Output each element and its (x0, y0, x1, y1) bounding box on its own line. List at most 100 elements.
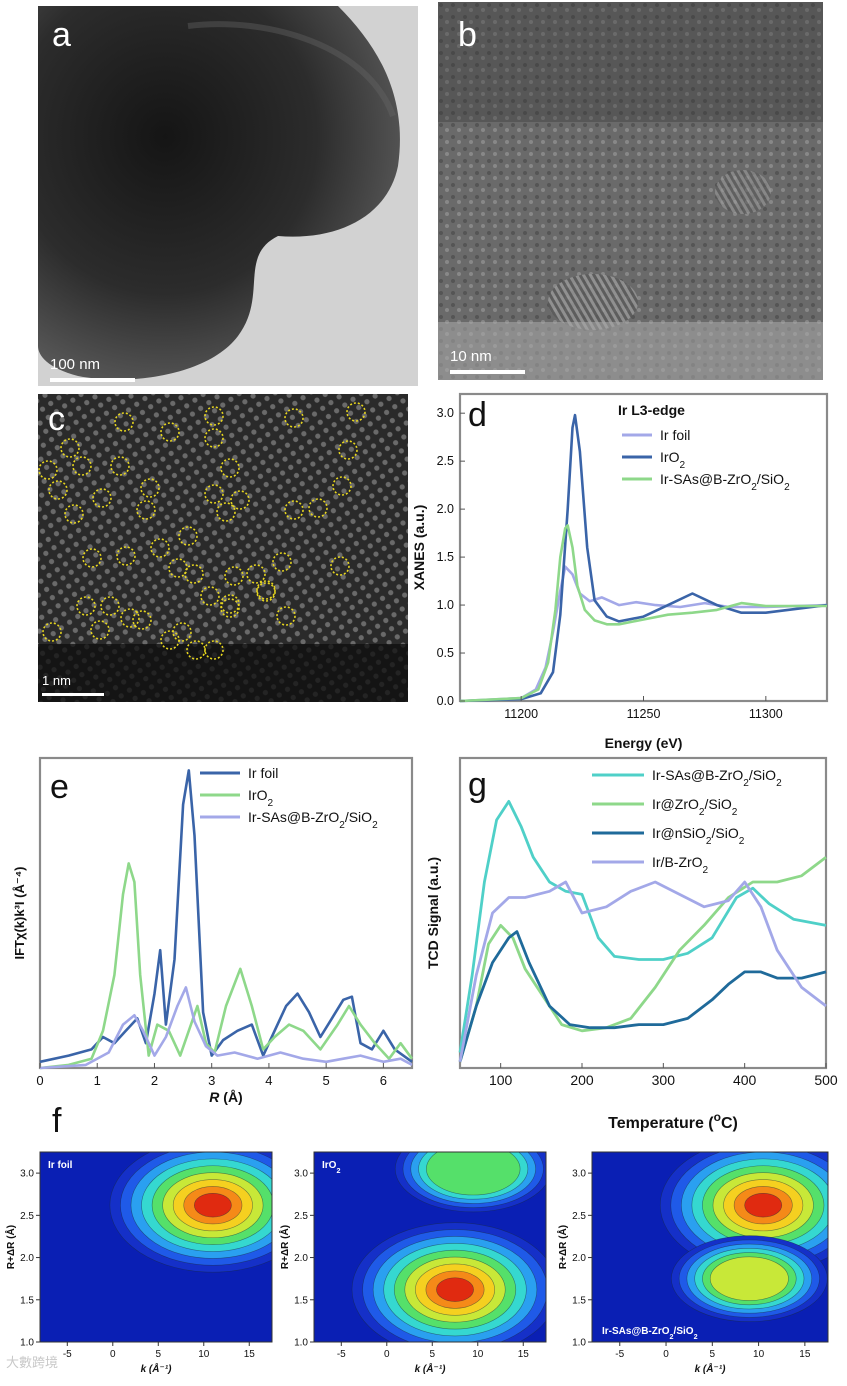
d-legend-label-0: Ir foil (660, 427, 690, 443)
f2-xtick-label-2: 5 (429, 1349, 435, 1360)
f2-xtick-label-3: 10 (472, 1349, 484, 1360)
d-ytick-label-3: 1.5 (437, 550, 454, 564)
haadf-atom-image (38, 394, 408, 702)
d-ytick-label-1: 0.5 (437, 646, 454, 660)
panel-g-tpr: 100 200 300 400 500 Ir-SAs@B-ZrO2/SiO2 Ir@ZrO2… (408, 750, 838, 1140)
f1-annotation: Ir foil (48, 1160, 73, 1171)
f2-ytick-label-1: 1.5 (294, 1295, 308, 1306)
f3-ylabel: R+ΔR (Å) (556, 1225, 569, 1269)
g-ylabel: TCD Signal (a.u.) (425, 857, 441, 969)
f3-peak-1-level-5 (709, 1256, 789, 1301)
f2-xtick-label-0: -5 (337, 1349, 346, 1360)
panel-a-tem-image: a 100 nm (38, 6, 418, 386)
d-ytick-label-5: 2.5 (437, 454, 454, 468)
g-legend-label-3: Ir/B-ZrO2 (652, 854, 709, 876)
f1-ylabel: R+ΔR (Å) (4, 1225, 17, 1269)
scale-text-a: 100 nm (50, 356, 101, 373)
panel-c-haadf-image: c 1 nm (38, 394, 408, 702)
g-series-2 (458, 930, 827, 1063)
e-legend-label-1: IrO2 (248, 787, 273, 809)
f3-frame (591, 1151, 829, 1343)
f2-ytick-label-3: 2.5 (294, 1211, 308, 1222)
scale-line-b (450, 370, 525, 374)
e-legend-label-2: Ir-SAs@B-ZrO2/SiO2 (248, 809, 378, 831)
e-xtick-label-4: 4 (265, 1073, 272, 1088)
tem-particle-illustration (38, 6, 418, 386)
g-xtick-label-3: 400 (733, 1072, 757, 1088)
f3-ytick-label-0: 1.0 (572, 1338, 586, 1349)
f1-ytick-label-0: 1.0 (20, 1338, 34, 1349)
f2-map-contours (351, 1152, 546, 1342)
g-xtick-label-4: 500 (814, 1072, 838, 1088)
f1-ytick-label-4: 3.0 (20, 1169, 34, 1180)
g-legend-label-2: Ir@nSiO2/SiO2 (652, 825, 745, 847)
g-legend-label-0: Ir-SAs@B-ZrO2/SiO2 (652, 767, 782, 789)
scale-bar-c: 1 nm (42, 672, 104, 696)
d-ylabel: XANES (a.u.) (411, 505, 427, 591)
f3-xtick-label-1: 0 (663, 1349, 669, 1360)
f2-peak-1-level-4 (426, 1152, 521, 1196)
f3-xtick-label-0: -5 (615, 1349, 624, 1360)
f1-map-contours (109, 1152, 272, 1273)
panel-label-a: a (52, 16, 71, 54)
watermark: 大數跨境 (6, 1355, 59, 1370)
f3-xtick-label-3: 10 (753, 1349, 765, 1360)
hrtem-texture (438, 2, 823, 380)
f3-ytick-label-1: 1.5 (572, 1295, 586, 1306)
panel-d-xanes: 11200 11250 11300 0.0 0.5 1.0 1.5 2.0 2.5 3.0 Ir L… (408, 390, 838, 762)
f2-ytick-label-2: 2.0 (294, 1253, 308, 1264)
f2-ylabel: R+ΔR (Å) (278, 1225, 291, 1269)
f2-xlabel: k (Å⁻¹) (415, 1362, 447, 1375)
scale-text-b: 10 nm (450, 348, 492, 365)
f2-frame (313, 1151, 547, 1343)
e-xlabel: R (Å) (209, 1089, 242, 1105)
f3-ytick-label-3: 2.5 (572, 1211, 586, 1222)
d-legend-label-2: Ir-SAs@B-ZrO2/SiO2 (660, 471, 790, 493)
e-xtick-label-6: 6 (380, 1073, 387, 1088)
f2-peak-0-level-8 (436, 1277, 474, 1302)
panel-label-b: b (458, 16, 477, 54)
g-xtick-label-1: 200 (570, 1072, 594, 1088)
d-ytick-label-0: 0.0 (437, 694, 454, 708)
e-xtick-label-1: 1 (94, 1073, 101, 1088)
f3-ytick-label-2: 2.0 (572, 1253, 586, 1264)
f1-xtick-label-3: 10 (198, 1349, 210, 1360)
e-legend-label-0: Ir foil (248, 765, 278, 781)
wavelet-transform-maps: -5 0 5 10 15 1.0 1.5 2.0 2.5 3.0 Ir foil k (Å⁻¹) R+Δ… (4, 1151, 829, 1375)
f2-xtick-label-1: 0 (384, 1349, 390, 1360)
f1-xtick-label-4: 15 (244, 1349, 256, 1360)
g-legend-label-1: Ir@ZrO2/SiO2 (652, 796, 738, 818)
e-ylabel: IFTχ(k)k³I (Å⁻⁴) (12, 867, 27, 960)
d-plot-frame (458, 392, 829, 703)
panel-label-c: c (48, 400, 65, 438)
f1-xtick-label-2: 5 (155, 1349, 161, 1360)
d-ytick-label-2: 1.0 (437, 598, 454, 612)
f1-ytick-label-3: 2.5 (20, 1211, 34, 1222)
xanes-chart: 11200 11250 11300 0.0 0.5 1.0 1.5 2.0 2.5 3.0 Ir L… (411, 392, 829, 751)
d-xtick-label-2: 11300 (749, 707, 783, 721)
g-xtick-label-0: 100 (489, 1072, 513, 1088)
g-series-3 (458, 880, 827, 1063)
f3-map-contours (659, 1152, 828, 1322)
e-series-1 (39, 862, 414, 1070)
d-xtick-label-1: 11250 (627, 707, 661, 721)
scale-bar-b: 10 nm (450, 348, 525, 374)
f1-frame (39, 1151, 273, 1343)
e-xtick-label-0: 0 (36, 1073, 43, 1088)
scale-line-c (42, 693, 104, 696)
panel-e-exafs: 0 1 2 3 4 5 6 Ir foil IrO2 Ir-SAs@B-ZrO2/SiO2 R (Å… (10, 750, 420, 1130)
e-xtick-label-2: 2 (151, 1073, 158, 1088)
panel-label-f: f (52, 1102, 62, 1140)
f2-ytick-label-0: 1.0 (294, 1338, 308, 1349)
panel-label-d: d (468, 396, 487, 434)
f3-ytick-label-4: 3.0 (572, 1169, 586, 1180)
d-series-0 (459, 565, 828, 703)
panel-f-wavelet: -5 0 5 10 15 1.0 1.5 2.0 2.5 3.0 Ir foil k (Å⁻¹) R+Δ… (0, 1140, 847, 1381)
f3-xtick-label-4: 15 (799, 1349, 811, 1360)
f2-ytick-label-4: 3.0 (294, 1169, 308, 1180)
e-xtick-label-3: 3 (208, 1073, 215, 1088)
e-series-2 (39, 986, 413, 1070)
d-legend-label-1: IrO2 (660, 449, 685, 471)
f1-ytick-label-1: 1.5 (20, 1295, 34, 1306)
